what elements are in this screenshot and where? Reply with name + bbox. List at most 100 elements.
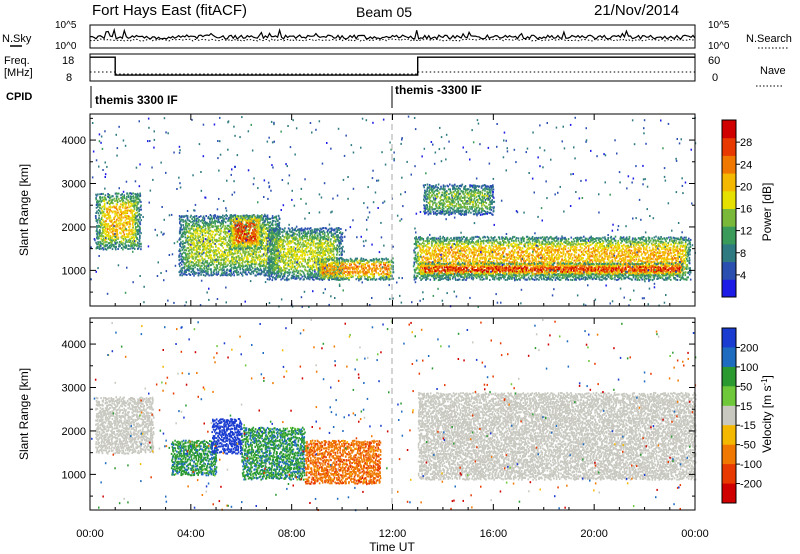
power-cell [196, 240, 198, 242]
power-cell [263, 247, 266, 250]
power-cell [239, 264, 242, 267]
power-cell [213, 217, 216, 220]
power-cell [192, 267, 195, 270]
power-cell [323, 261, 326, 263]
beam-label: Beam 05 [356, 4, 412, 20]
power-cell [103, 215, 106, 218]
power-cell [340, 228, 342, 230]
power-cell [134, 230, 137, 233]
power-cell [188, 227, 190, 230]
power-cell [369, 276, 372, 279]
power-cell [197, 235, 199, 238]
power-cell [264, 272, 267, 275]
power-cell [230, 264, 232, 266]
power-cell [96, 210, 98, 213]
power-cell [229, 244, 231, 246]
power-cell [195, 271, 197, 274]
power-cell [127, 239, 130, 242]
power-cell [120, 213, 123, 216]
power-cell [447, 276, 449, 279]
power-cell [272, 262, 275, 265]
power-cell [259, 216, 262, 219]
power-cell [136, 238, 138, 241]
power-cell [189, 248, 192, 251]
power-cell [180, 218, 183, 221]
power-cell [137, 229, 139, 232]
power-cell [282, 260, 284, 262]
power-cell [221, 244, 223, 247]
power-cell [211, 239, 214, 241]
power-cell [127, 194, 130, 197]
power-cell [252, 220, 255, 223]
power-cell [259, 230, 261, 233]
power-cell [107, 213, 110, 216]
power-cell [424, 257, 426, 260]
power-cell [382, 278, 385, 281]
power-cell [123, 233, 126, 236]
power-cell [134, 202, 137, 205]
power-cell [128, 226, 130, 229]
power-cell [414, 237, 416, 240]
power-cell [433, 239, 436, 242]
power-cell [226, 215, 228, 217]
power-cell [344, 264, 347, 267]
power-cell [231, 233, 233, 236]
power-cell [206, 272, 209, 275]
power-cell [280, 238, 283, 241]
power-cell [179, 243, 182, 246]
power-cell [294, 261, 296, 264]
power-cell [296, 233, 298, 236]
power-cell [110, 228, 113, 230]
power-cell [194, 266, 196, 269]
power-cell [194, 237, 197, 239]
power-cell [268, 266, 271, 269]
power-cell [186, 256, 189, 259]
power-cell [439, 262, 442, 265]
power-cell [322, 267, 325, 270]
power-cell [338, 227, 340, 230]
power-cell [290, 247, 293, 250]
power-cell [98, 248, 101, 250]
power-cell [273, 267, 276, 270]
power-cell [215, 244, 217, 247]
power-cell [279, 275, 282, 278]
power-cell [323, 231, 326, 234]
power-cell [201, 230, 203, 233]
power-cell [308, 278, 311, 281]
power-cell [276, 267, 279, 269]
power-cell [319, 227, 321, 230]
power-cell [268, 264, 270, 267]
power-cell [130, 216, 132, 219]
power-cell [266, 221, 269, 224]
power-cell [363, 269, 365, 271]
power-cell [237, 223, 240, 226]
power-cell [271, 217, 273, 220]
power-cell [96, 247, 99, 249]
power-cell [129, 247, 131, 250]
power-cell [226, 252, 229, 254]
power-cell [338, 259, 341, 262]
power-cell [300, 237, 302, 240]
power-cell [199, 244, 201, 247]
power-cell [211, 218, 214, 221]
power-cell [348, 272, 351, 275]
power-cell [351, 268, 354, 271]
power-cell [105, 223, 107, 226]
power-cell [319, 277, 321, 280]
power-cell [259, 235, 261, 238]
power-cell [187, 242, 189, 245]
noise-right-label: N.Search [746, 33, 792, 45]
power-cell [337, 234, 339, 237]
power-cell [438, 253, 441, 256]
power-cell [321, 242, 323, 245]
power-cell [309, 270, 312, 273]
nave-tick-top: 60 [708, 55, 720, 67]
power-cell [329, 227, 331, 230]
power-cell [243, 218, 245, 221]
power-cell [256, 244, 258, 247]
power-cell [273, 254, 276, 257]
power-cell [418, 266, 420, 269]
power-cell [301, 270, 303, 273]
power-cell [434, 249, 436, 252]
power-cell [132, 233, 135, 236]
